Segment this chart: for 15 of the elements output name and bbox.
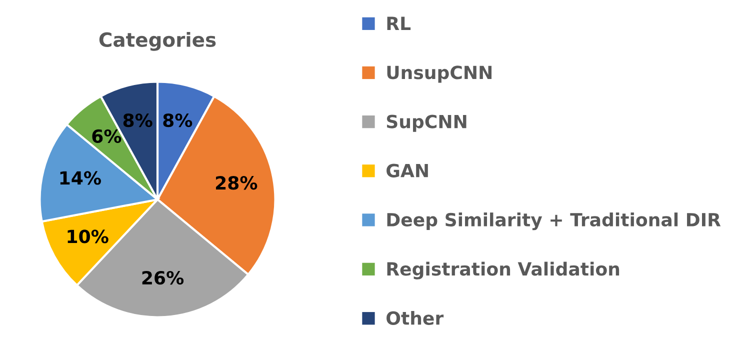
text: Categories [99,32,216,51]
data-label: 10% [68,230,108,244]
legend-label: SupCNN [386,114,466,132]
data-label: 28% [216,176,258,190]
data-label: 14% [60,171,101,185]
data-label: 8% [123,113,152,128]
data-label: 6% [92,129,122,144]
legend-label: UnsupCNN [387,66,492,83]
legend-label: Deep Similarity + Traditional DIR [387,212,721,230]
legend-label: Registration Validation [387,262,620,280]
legend-label: GAN [386,164,428,178]
legend-label: Other [386,310,444,325]
legend-label: RL [387,16,411,30]
data-label: 26% [142,270,184,285]
data-label: 8% [163,113,192,128]
